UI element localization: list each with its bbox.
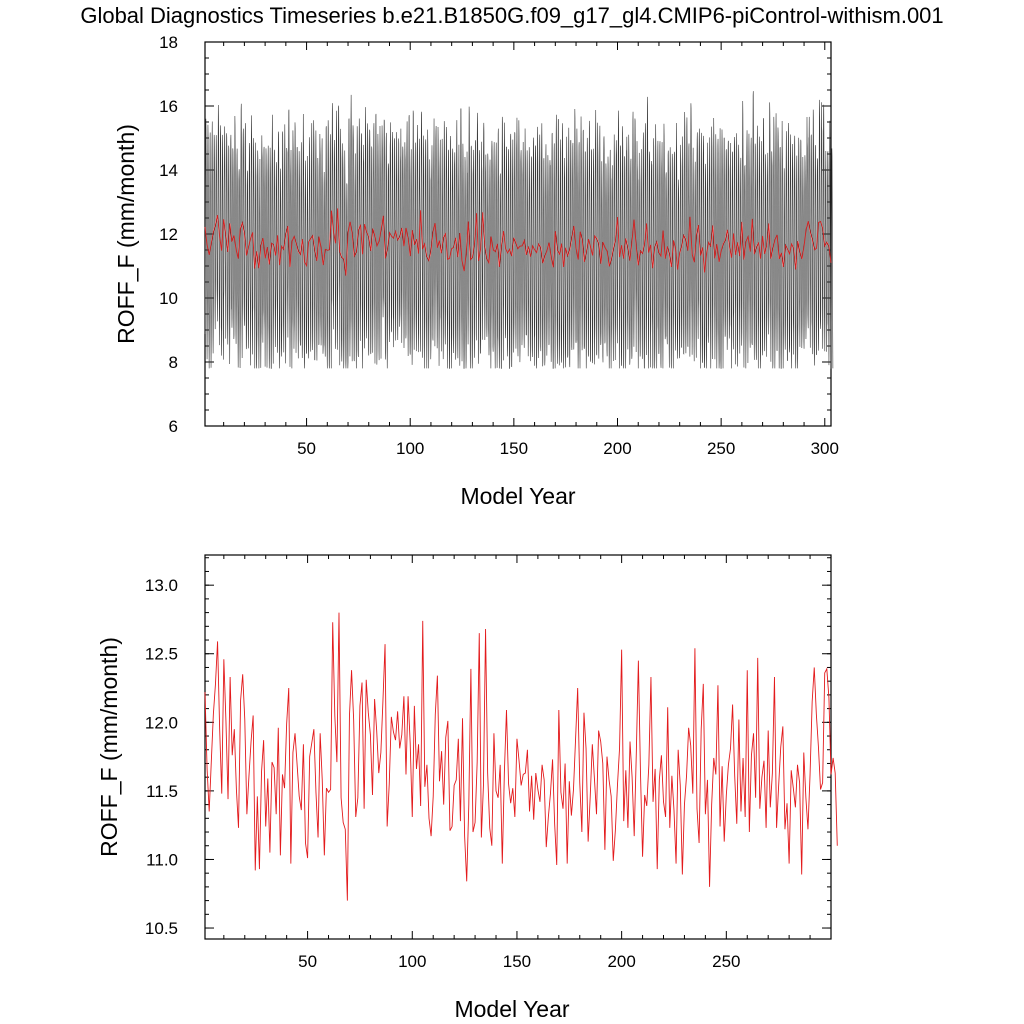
top-annual-series bbox=[204, 208, 832, 276]
top-monthly-line bbox=[204, 91, 834, 369]
top-x-tick-label: 300 bbox=[811, 439, 839, 458]
top-monthly-series bbox=[204, 91, 834, 369]
bottom-x-axis-label: Model Year bbox=[454, 996, 569, 1022]
bottom-annual-series bbox=[204, 612, 838, 901]
bottom-plot-frame bbox=[204, 554, 832, 940]
bottom-y-tick-label: 11.0 bbox=[146, 850, 178, 869]
bottom-y-tick-label: 11.5 bbox=[146, 782, 178, 801]
top-panel: 50 100 150 200 250 300 6 8 10 12 14 16 18 Model Year… bbox=[113, 33, 839, 509]
bottom-y-tick-label: 12.5 bbox=[145, 645, 178, 664]
top-x-tick-label: 200 bbox=[603, 439, 631, 458]
bottom-x-tick-label: 250 bbox=[712, 952, 740, 971]
top-y-tick-label: 6 bbox=[169, 417, 178, 436]
bottom-x-tick-label: 50 bbox=[298, 952, 317, 971]
top-y-tick-label: 10 bbox=[159, 289, 178, 308]
chart-title: Global Diagnostics Timeseries b.e21.B185… bbox=[80, 3, 943, 28]
bottom-x-tick-label: 200 bbox=[607, 952, 635, 971]
bottom-annual-line bbox=[204, 612, 838, 901]
top-x-tick-label: 50 bbox=[297, 439, 316, 458]
bottom-y-tick-label: 12.0 bbox=[145, 713, 178, 732]
bottom-y-tick-label: 13.0 bbox=[145, 576, 178, 595]
top-y-axis-label: ROFF_F (mm/month) bbox=[113, 124, 139, 344]
top-y-tick-label: 18 bbox=[159, 33, 178, 52]
top-y-tick-label: 16 bbox=[159, 97, 178, 116]
top-y-tick-label: 8 bbox=[169, 353, 178, 372]
top-x-tick-label: 250 bbox=[707, 439, 735, 458]
bottom-x-tick-label: 150 bbox=[503, 952, 531, 971]
top-x-tick-label: 100 bbox=[396, 439, 424, 458]
bottom-tick-labels: 50 100 150 200 250 10.5 11.0 11.5 12.0 12.5 13.0 bbox=[145, 576, 741, 971]
top-y-tick-label: 14 bbox=[159, 161, 178, 180]
bottom-y-tick-label: 10.5 bbox=[145, 919, 178, 938]
top-tick-labels: 50 100 150 200 250 300 6 8 10 12 14 16 18 bbox=[159, 33, 839, 458]
bottom-y-axis-label: ROFF_F (mm/month) bbox=[96, 637, 122, 857]
top-annual-line bbox=[204, 208, 832, 276]
top-x-axis-label: Model Year bbox=[460, 483, 575, 509]
top-x-tick-label: 150 bbox=[500, 439, 528, 458]
top-ticks bbox=[205, 41, 831, 427]
top-y-tick-label: 12 bbox=[159, 225, 178, 244]
bottom-x-tick-label: 100 bbox=[398, 952, 426, 971]
bottom-panel: 50 100 150 200 250 10.5 11.0 11.5 12.0 12.5 13.0 M… bbox=[96, 554, 838, 1022]
